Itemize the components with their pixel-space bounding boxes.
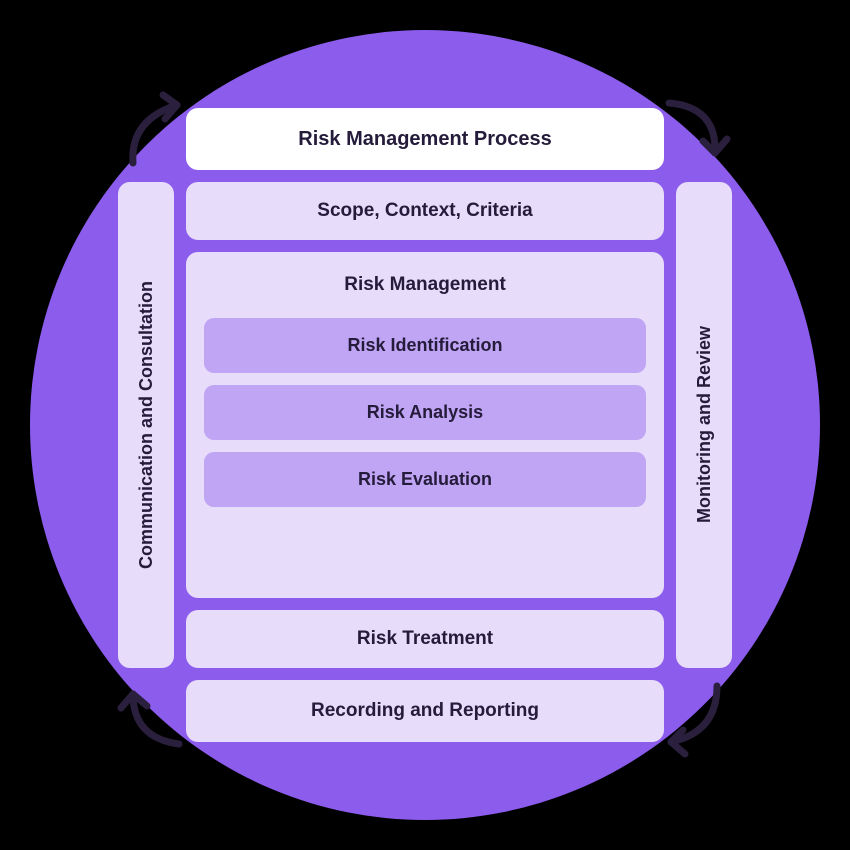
- bottom-label: Recording and Reporting: [311, 700, 539, 722]
- top-title-box: Risk Management Process: [186, 108, 664, 170]
- scope-label: Scope, Context, Criteria: [317, 200, 532, 222]
- bottom-box: Recording and Reporting: [186, 680, 664, 742]
- sub-evaluation: Risk Evaluation: [204, 452, 646, 507]
- sub-analysis: Risk Analysis: [204, 385, 646, 440]
- risk-diagram: Risk Management Process Communication an…: [118, 108, 732, 742]
- right-pillar-label: Monitoring and Review: [694, 326, 715, 523]
- center-column: Scope, Context, Criteria Risk Management…: [186, 182, 664, 668]
- right-pillar: Monitoring and Review: [676, 182, 732, 668]
- scope-box: Scope, Context, Criteria: [186, 182, 664, 240]
- management-box: Risk Management Risk Identification Risk…: [186, 252, 664, 598]
- treatment-label: Risk Treatment: [357, 628, 493, 650]
- left-pillar: Communication and Consultation: [118, 182, 174, 668]
- top-title-label: Risk Management Process: [298, 128, 551, 151]
- management-title: Risk Management: [204, 268, 646, 306]
- sub-identification: Risk Identification: [204, 318, 646, 373]
- treatment-box: Risk Treatment: [186, 610, 664, 668]
- left-pillar-label: Communication and Consultation: [136, 281, 157, 569]
